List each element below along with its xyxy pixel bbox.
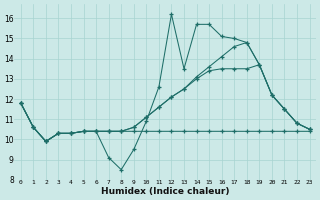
X-axis label: Humidex (Indice chaleur): Humidex (Indice chaleur)	[101, 187, 229, 196]
